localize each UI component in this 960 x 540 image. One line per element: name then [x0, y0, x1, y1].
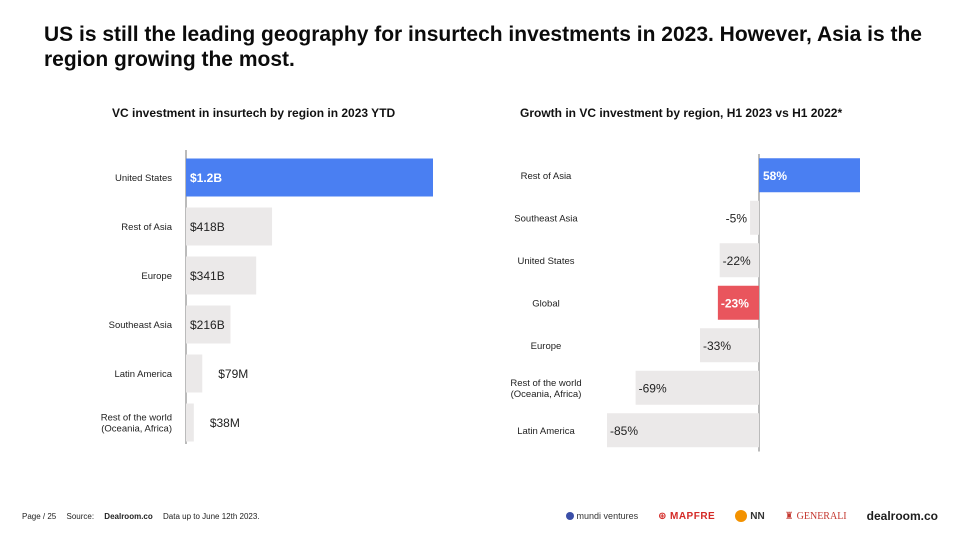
- right-category-label-0: Rest of Asia: [521, 171, 572, 182]
- mapfre-icon: ⊕: [658, 510, 667, 522]
- right-category-label-4: Europe: [531, 341, 562, 352]
- left-category-label-5-line-0: Rest of the world: [101, 413, 172, 424]
- left-category-label-5-line-1: (Oceania, Africa): [101, 424, 172, 435]
- left-bar-4: [186, 354, 203, 393]
- nn-icon: [735, 510, 748, 522]
- left-category-label-2: Europe: [141, 271, 172, 282]
- right-value-label-3: -23%: [721, 296, 749, 310]
- right-value-label-6: -85%: [610, 424, 638, 438]
- generali-logo: ♜ GENERALI: [784, 510, 847, 522]
- right-chart-title: Growth in VC investment by region, H1 20…: [520, 106, 843, 120]
- left-value-label-2: $341B: [190, 269, 225, 283]
- mapfre-logo: ⊕ MAPFRE: [658, 510, 716, 522]
- right-bar-1: [750, 200, 759, 235]
- mundi-icon: [565, 512, 574, 520]
- mundi-ventures-logo: mundi ventures: [565, 511, 638, 521]
- left-bar-3: [186, 305, 231, 344]
- footer: Page / 25 Source: Dealroom.co Data up to…: [22, 512, 268, 521]
- left-bar-1: [186, 207, 273, 246]
- left-category-label-0: United States: [115, 173, 172, 184]
- left-category-label-1: Rest of Asia: [121, 222, 172, 233]
- left-bar-5: [186, 403, 194, 442]
- page-number: Page / 25: [22, 512, 57, 521]
- source-name: Dealroom.co: [104, 512, 153, 521]
- right-category-label-6: Latin America: [517, 426, 575, 437]
- right-bar-5: [635, 370, 759, 405]
- generali-icon: ♜: [784, 510, 794, 522]
- nn-logo: NN: [735, 510, 765, 522]
- left-bar-0: [186, 158, 433, 197]
- dealroom-logo: dealroom.co: [866, 509, 938, 523]
- left-category-label-3: Southeast Asia: [109, 320, 173, 331]
- source-label: Source:: [66, 512, 95, 521]
- right-category-label-3: Global: [532, 298, 559, 309]
- data-note: Data up to June 12th 2023.: [163, 512, 260, 521]
- left-value-label-1: $418B: [190, 220, 225, 234]
- right-bar-6: [607, 413, 759, 448]
- right-category-label-5-line-0: Rest of the world: [510, 378, 581, 389]
- right-category-label-1: Southeast Asia: [514, 213, 578, 224]
- left-value-label-3: $216B: [190, 318, 225, 332]
- left-category-label-4: Latin America: [114, 369, 172, 380]
- right-bar-4: [699, 328, 759, 363]
- right-value-label-2: -22%: [723, 254, 751, 268]
- right-bar-3: [717, 285, 759, 320]
- partner-logos: mundi ventures ⊕ MAPFRE NN ♜ GENERALI de…: [565, 509, 938, 523]
- right-value-label-0: 58%: [763, 169, 787, 183]
- left-bar-2: [186, 256, 257, 295]
- left-value-label-5: $38M: [210, 416, 240, 430]
- right-category-label-5-line-1: (Oceania, Africa): [511, 389, 582, 400]
- left-value-label-4: $79M: [218, 367, 248, 381]
- page-title: US is still the leading geography for in…: [44, 23, 922, 71]
- right-bar-0: [759, 158, 860, 193]
- left-value-label-0: $1.2B: [190, 171, 222, 185]
- right-value-label-4: -33%: [703, 339, 731, 353]
- right-bar-2: [719, 243, 759, 278]
- left-chart-title: VC investment in insurtech by region in …: [112, 106, 396, 120]
- right-category-label-2: United States: [517, 256, 574, 267]
- right-value-label-5: -69%: [639, 381, 667, 395]
- right-value-label-1: -5%: [726, 211, 748, 225]
